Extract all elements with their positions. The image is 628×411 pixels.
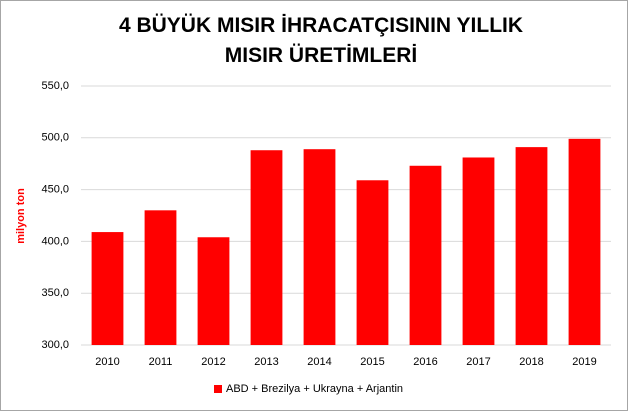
bar (515, 147, 548, 345)
x-tick-label: 2016 (413, 356, 437, 368)
y-tick-label: 450,0 (41, 184, 69, 196)
y-tick-label: 500,0 (41, 132, 69, 144)
x-tick-label: 2010 (95, 356, 119, 368)
x-tick-label: 2014 (307, 356, 331, 368)
bar (462, 157, 495, 345)
legend-swatch (214, 385, 222, 393)
x-tick-label: 2011 (149, 356, 173, 368)
x-tick-label: 2013 (254, 356, 278, 368)
bar (144, 210, 177, 345)
bar (250, 150, 283, 345)
x-tick-label: 2017 (466, 356, 490, 368)
bar (303, 149, 336, 345)
y-tick-label: 550,0 (41, 80, 69, 92)
bar (568, 138, 601, 345)
y-axis-label: milyon ton (15, 188, 27, 244)
bar (409, 165, 442, 345)
y-tick-label: 400,0 (41, 235, 69, 247)
y-tick-label: 350,0 (41, 287, 69, 299)
x-tick-label: 2019 (572, 356, 596, 368)
bar (356, 180, 389, 345)
legend-label: ABD + Brezilya + Ukrayna + Arjantin (226, 383, 403, 395)
x-tick-label: 2018 (519, 356, 543, 368)
bar (197, 237, 230, 345)
x-tick-label: 2015 (360, 356, 384, 368)
y-tick-label: 300,0 (41, 339, 69, 351)
x-tick-label: 2012 (201, 356, 225, 368)
bar (91, 232, 124, 345)
chart-title: 4 BÜYÜK MISIR İHRACATÇISININ YILLIK MISI… (118, 14, 524, 67)
